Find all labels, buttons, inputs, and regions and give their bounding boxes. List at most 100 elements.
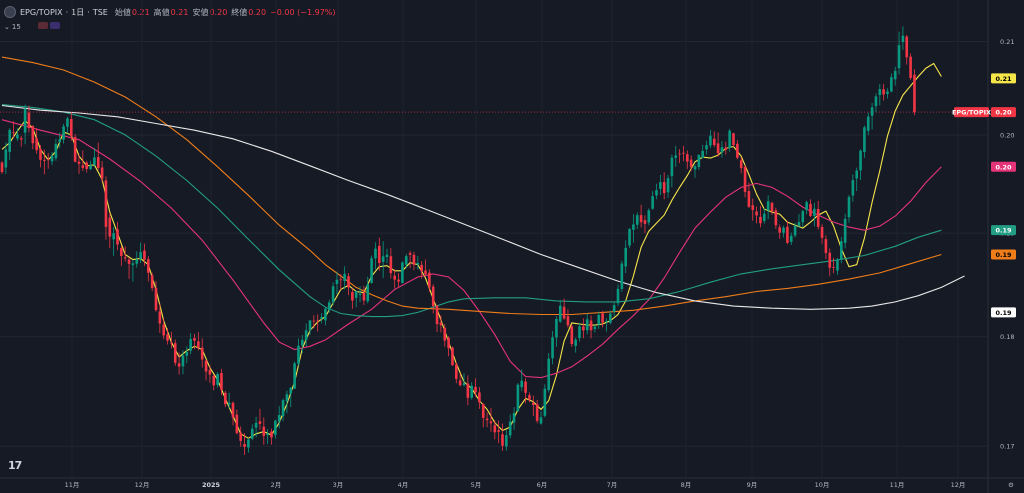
candle-body [524,381,527,393]
candle-body [535,404,539,421]
candle-body [547,358,550,391]
indicator-count: 15 [11,23,21,31]
candle-body [462,383,466,385]
interval[interactable]: 1日 [71,7,85,17]
candle-body [632,224,635,230]
low-label: 安値 [192,7,209,17]
moving-average-ma5 [1,62,942,439]
moving-average-ma75 [1,103,942,318]
candle-body [308,320,312,331]
candle-body [408,253,412,255]
moving-average-ma25 [1,119,942,379]
candle-body [420,264,423,272]
symbol-name[interactable]: EPG/TOPIX [20,7,63,17]
candle-body [789,235,793,242]
x-tick-label: 12月 [951,481,966,489]
candle-body [893,70,897,80]
x-tick-label: 11月 [65,481,80,489]
candle-body [139,252,142,259]
candle-body [8,130,11,152]
candle-body [23,108,27,133]
candle-body [585,319,589,331]
y-tick-label: 0.18 [1000,333,1014,341]
candle-body [370,258,373,283]
candle-body [43,159,46,161]
candle-body [612,305,616,312]
candle-body [797,222,801,227]
candle-body [562,306,566,319]
candle-body [505,435,508,447]
candle-body [720,147,724,153]
candle-body [401,262,404,284]
candle-body [497,430,500,432]
candle-body [512,413,516,423]
candle-body [712,138,716,146]
candle-body [227,402,231,405]
candle-body [616,288,620,304]
open-label: 始値 [114,7,131,17]
high-value: 0.21 [170,7,189,17]
candle-body [281,400,285,417]
symbol-price-label-text: EPG/TOPIX [952,109,991,117]
candle-body [455,364,458,379]
alert-badge-icon [38,22,48,29]
candle-body [635,215,639,225]
x-tick-label: 3月 [333,481,344,489]
chart-header: EPG/TOPIX · 1日 · TSE 始値 0.21 高値 0.21 安値 0.2… [4,4,336,20]
candle-body [689,159,693,168]
candle-body [574,339,577,347]
replay-badge-icon [50,22,60,29]
price-label-last [991,107,1016,118]
candle-body [601,313,604,323]
candle-body [786,226,789,243]
candle-body [539,417,543,424]
candle-body [131,263,135,265]
x-tick-label: 8月 [681,481,692,489]
candle-body [58,139,62,142]
y-tick-label: 0.17 [1000,443,1014,451]
candle-body [897,45,901,69]
candle-body [766,201,770,211]
candle-body [181,355,185,367]
candle-body [100,167,104,179]
candle-body [890,77,893,92]
candle-body [474,386,477,393]
candle-body [655,190,658,196]
candle-body [886,91,889,95]
candle-body [216,374,219,385]
candle-body [162,324,165,336]
candle-body [732,133,735,146]
candle-body [274,420,277,435]
candle-body [878,89,882,96]
candle-body [362,292,366,301]
close-value: 0.20 [248,7,267,17]
candle-body [605,320,608,322]
candle-body [27,112,31,128]
close-label: 終値 [231,7,248,17]
candle-body [381,256,385,262]
open-value: 0.21 [131,7,150,17]
price-label-text: 0.21 [995,75,1012,83]
x-tick-label: 2月 [271,481,282,489]
candle-body [701,150,704,158]
candle-body [154,287,158,311]
candle-body [431,286,435,307]
low-value: 0.20 [209,7,228,17]
indicator-badges[interactable] [38,22,60,29]
candle-body [339,279,343,281]
chevron-down-icon: ⌄ [4,23,10,31]
exchange: TSE [92,7,108,17]
candle-body [224,392,227,405]
candle-body [458,380,462,386]
candle-body [96,157,100,168]
candle-body [774,210,778,226]
candle-body [493,425,497,433]
candle-body [335,279,339,284]
indicators-toggle[interactable]: ⌄ 15 [4,23,21,31]
candle-body [570,326,574,345]
candle-body [266,433,269,436]
candle-body [843,218,847,243]
candle-body [670,157,674,177]
candle-body [439,322,443,326]
